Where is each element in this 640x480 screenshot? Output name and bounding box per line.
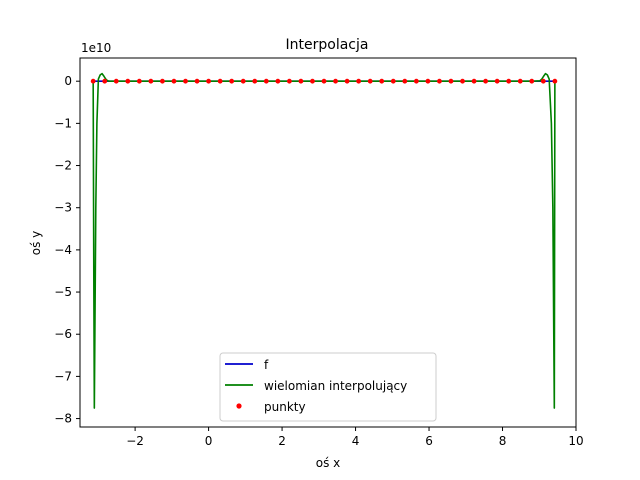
data-point bbox=[229, 78, 235, 84]
y-tick-label: −3 bbox=[54, 201, 72, 215]
data-point bbox=[379, 78, 385, 84]
data-point bbox=[113, 78, 119, 84]
data-point bbox=[102, 78, 108, 84]
data-point bbox=[286, 78, 292, 84]
legend-box bbox=[219, 352, 437, 422]
data-point bbox=[367, 78, 373, 84]
data-point bbox=[552, 78, 558, 84]
x-tick-label: 4 bbox=[352, 434, 360, 448]
data-point bbox=[90, 78, 96, 84]
x-axis: −2 0 2 4 6 8 10 bbox=[126, 427, 584, 448]
data-point bbox=[263, 78, 269, 84]
data-point bbox=[148, 78, 154, 84]
data-point bbox=[471, 78, 477, 84]
y-offset-label: 1e10 bbox=[81, 41, 111, 55]
data-point bbox=[217, 78, 223, 84]
y-tick-label: −2 bbox=[54, 159, 72, 173]
data-point bbox=[171, 78, 177, 84]
y-tick-label: −5 bbox=[54, 285, 72, 299]
y-tick-label: −4 bbox=[54, 243, 72, 257]
data-point bbox=[494, 78, 500, 84]
legend-label-f: f bbox=[264, 358, 269, 372]
plot-frame bbox=[79, 57, 577, 428]
data-point bbox=[437, 78, 442, 84]
data-point bbox=[321, 78, 327, 84]
plot-area bbox=[90, 72, 558, 409]
data-point bbox=[344, 78, 350, 84]
data-point bbox=[240, 78, 246, 84]
chart-title: Interpolacja bbox=[286, 37, 369, 53]
x-tick-label: 6 bbox=[425, 434, 433, 448]
data-point bbox=[517, 78, 523, 84]
y-tick-label: −6 bbox=[54, 327, 72, 341]
x-tick-label: 10 bbox=[568, 434, 583, 448]
y-tick-label: −8 bbox=[54, 412, 72, 426]
data-point bbox=[298, 78, 304, 84]
legend: f wielomian interpolujący punkty bbox=[219, 352, 437, 422]
data-point bbox=[390, 78, 396, 84]
data-point bbox=[206, 78, 211, 84]
y-tick-label: −1 bbox=[54, 116, 72, 130]
y-tick-label: −7 bbox=[54, 369, 72, 383]
y-axis-title: oś y bbox=[29, 231, 43, 256]
data-point bbox=[136, 78, 142, 84]
data-point bbox=[194, 78, 200, 84]
data-point bbox=[425, 78, 431, 84]
data-point bbox=[448, 78, 454, 84]
legend-label-polynomial: wielomian interpolujący bbox=[264, 379, 407, 393]
y-tick-label: 0 bbox=[64, 74, 72, 88]
data-point bbox=[483, 78, 489, 84]
data-point bbox=[310, 78, 315, 84]
data-point bbox=[183, 78, 188, 84]
legend-swatch-points bbox=[236, 403, 242, 409]
data-point bbox=[540, 78, 546, 84]
legend-label-points: punkty bbox=[264, 400, 306, 414]
data-point bbox=[529, 78, 535, 84]
x-tick-label: 0 bbox=[205, 434, 213, 448]
data-point bbox=[460, 78, 465, 84]
data-point bbox=[252, 78, 258, 84]
data-point bbox=[506, 78, 512, 84]
data-point bbox=[402, 78, 408, 84]
y-axis: 0 −1 −2 −3 −4 −5 −6 −7 −8 bbox=[54, 74, 80, 426]
data-point bbox=[413, 78, 419, 84]
data-point bbox=[333, 78, 338, 84]
x-tick-label: −2 bbox=[126, 434, 144, 448]
data-point bbox=[275, 78, 281, 84]
x-axis-title: oś x bbox=[316, 456, 341, 470]
x-tick-label: 8 bbox=[499, 434, 507, 448]
x-tick-label: 2 bbox=[278, 434, 286, 448]
data-point bbox=[125, 78, 131, 84]
data-point bbox=[160, 78, 165, 84]
data-point bbox=[356, 78, 362, 84]
